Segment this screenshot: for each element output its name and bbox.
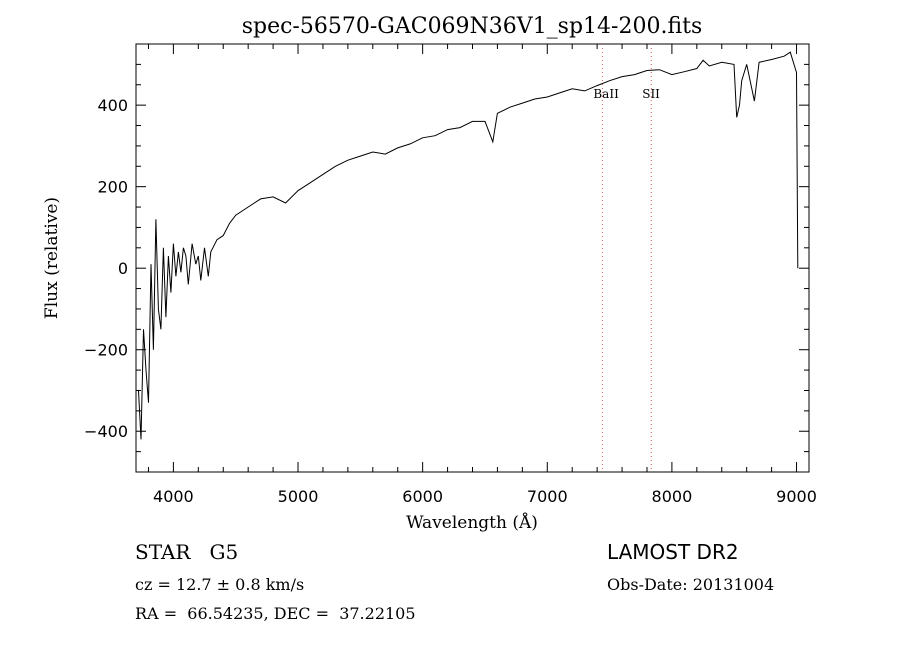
chart-title: spec-56570-GAC069N36V1_sp14-200.fits: [242, 14, 703, 39]
x-tick-label: 6000: [402, 487, 443, 506]
y-tick-label: 200: [97, 178, 128, 197]
y-axis-label: Flux (relative): [42, 197, 62, 319]
object-class: STAR: [135, 540, 191, 564]
axis-ticks: 4000 5000 6000 7000 8000 9000 −400 −200 0 200 400: [84, 44, 817, 506]
line-marker-label: BaII: [593, 87, 619, 101]
x-tick-label: 7000: [527, 487, 568, 506]
obs-date-label: Obs-Date: 20131004: [607, 575, 775, 594]
redshift-label: cz = 12.7 ± 0.8 km/s: [135, 575, 305, 594]
x-tick-label: 8000: [652, 487, 693, 506]
x-tick-label: 5000: [278, 487, 319, 506]
y-tick-label: −200: [84, 341, 128, 360]
line-marker-label: SII: [642, 87, 660, 101]
plot-frame: [135, 43, 810, 473]
y-tick-label: 400: [97, 96, 128, 115]
spectral-line-markers: BaII SII: [593, 44, 660, 472]
survey-label: LAMOST DR2: [607, 540, 739, 564]
y-tick-label: −400: [84, 422, 128, 441]
x-axis-label: Wavelength (Å): [406, 512, 538, 533]
y-tick-label: 0: [118, 259, 128, 278]
x-tick-label: 4000: [153, 487, 194, 506]
spectrum-line: [138, 51, 799, 440]
object-class-label: STAR G5: [135, 540, 238, 564]
coordinates-label: RA = 66.54235, DEC = 37.22105: [135, 604, 416, 623]
x-tick-label: 9000: [776, 487, 817, 506]
object-subclass: G5: [209, 540, 239, 564]
